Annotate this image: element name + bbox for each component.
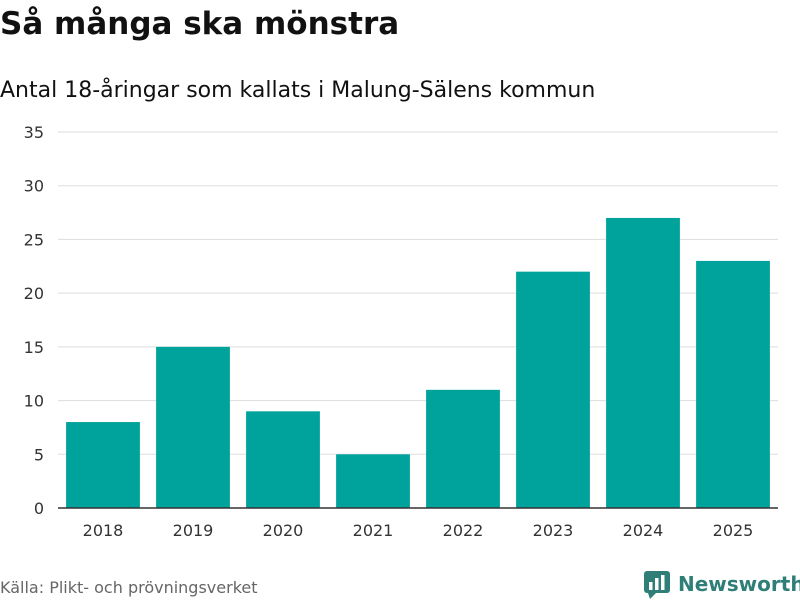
bar-2020 <box>246 411 320 508</box>
x-tick-label: 2018 <box>83 521 124 540</box>
y-tick-label: 20 <box>24 284 44 303</box>
bar-2024 <box>606 217 680 508</box>
x-tick-label: 2023 <box>533 521 574 540</box>
x-tick-label: 2022 <box>443 521 484 540</box>
chart-title: Så många ska mönstra <box>0 6 400 42</box>
source-note: Källa: Plikt- och prövningsverket <box>0 578 258 597</box>
chart-subtitle: Antal 18-åringar som kallats i Malung-Sä… <box>0 78 596 103</box>
x-tick-label: 2021 <box>353 521 394 540</box>
newsworthy-logo: Newsworthy <box>644 568 800 600</box>
y-tick-label: 30 <box>24 177 44 196</box>
bar-2022 <box>426 389 500 508</box>
bar-2019 <box>156 346 230 508</box>
y-tick-label: 15 <box>24 338 44 357</box>
x-tick-label: 2019 <box>173 521 214 540</box>
x-tick-label: 2025 <box>713 521 754 540</box>
x-tick-label: 2024 <box>623 521 664 540</box>
bar-2018 <box>66 422 140 508</box>
x-tick-label: 2020 <box>263 521 304 540</box>
y-tick-label: 0 <box>34 499 44 518</box>
bar-2021 <box>336 454 410 508</box>
y-tick-label: 25 <box>24 230 44 249</box>
newsworthy-logo-icon <box>644 571 670 599</box>
y-tick-label: 5 <box>34 445 44 464</box>
y-tick-label: 35 <box>24 123 44 142</box>
bar-2023 <box>516 271 590 508</box>
bar-2025 <box>696 260 770 508</box>
y-tick-label: 10 <box>24 392 44 411</box>
brand-name: Newsworthy <box>678 572 800 596</box>
